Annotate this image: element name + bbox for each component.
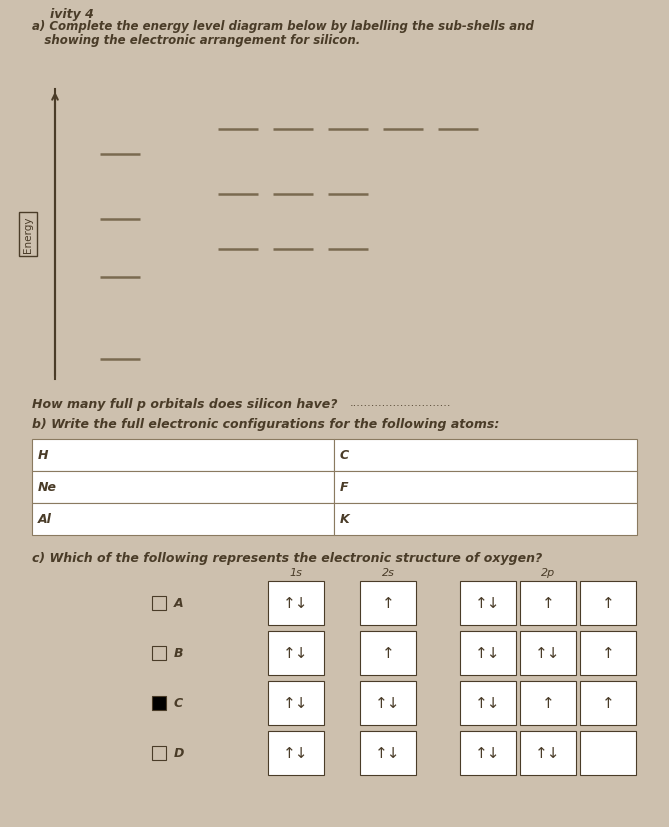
Text: ↑: ↑ [381,646,394,661]
Text: ↑↓: ↑↓ [475,646,501,661]
Bar [520,681,576,725]
Text: c) Which of the following represents the electronic structure of oxygen?: c) Which of the following represents the… [32,552,543,564]
Bar [360,731,416,775]
Text: ↑: ↑ [601,696,614,710]
Text: ↑: ↑ [542,696,555,710]
Bar [520,581,576,625]
Text: ↑: ↑ [601,646,614,661]
Text: ............................: ............................ [350,398,452,408]
Text: ↑↓: ↑↓ [475,746,501,761]
Text: ↑: ↑ [542,595,555,611]
Text: ivity 4: ivity 4 [50,8,94,21]
Bar [580,731,636,775]
Bar [360,581,416,625]
Bar [360,681,416,725]
Bar [580,581,636,625]
Text: F: F [340,481,349,494]
Text: 2s: 2s [381,567,395,577]
Bar [460,731,516,775]
Text: 2p: 2p [541,567,555,577]
Text: ↑↓: ↑↓ [375,696,401,710]
Bar [268,581,324,625]
Bar [152,596,166,610]
Text: ↑: ↑ [601,595,614,611]
Text: a) Complete the energy level diagram below by labelling the sub-shells and: a) Complete the energy level diagram bel… [32,20,534,33]
Text: ↑↓: ↑↓ [475,696,501,710]
Bar [460,681,516,725]
Bar [334,504,637,535]
Text: How many full p orbitals does silicon have?: How many full p orbitals does silicon ha… [32,398,337,410]
Text: Energy: Energy [23,217,33,253]
Bar [460,631,516,675]
Text: ↑↓: ↑↓ [283,595,309,611]
Text: D: D [174,747,185,759]
Bar [580,681,636,725]
Bar [32,471,334,504]
Bar [32,504,334,535]
Text: C: C [174,696,183,710]
Text: Al: Al [38,513,52,526]
Bar [360,631,416,675]
Bar [580,631,636,675]
Bar [520,731,576,775]
Bar [152,696,166,710]
Text: ↑↓: ↑↓ [283,646,309,661]
Bar [268,631,324,675]
Bar [334,471,637,504]
Text: ↑: ↑ [381,595,394,611]
Text: ↑↓: ↑↓ [475,595,501,611]
Bar [152,746,166,760]
Text: Ne: Ne [38,481,57,494]
Bar [32,439,334,471]
Bar [152,646,166,660]
Text: ↑↓: ↑↓ [535,646,561,661]
Text: ↑↓: ↑↓ [535,746,561,761]
Text: B: B [174,647,183,660]
Text: C: C [340,449,349,462]
Text: ↑↓: ↑↓ [283,696,309,710]
Bar [268,681,324,725]
Text: ↑↓: ↑↓ [375,746,401,761]
Text: K: K [340,513,350,526]
Text: H: H [38,449,48,462]
Bar [520,631,576,675]
Bar [268,731,324,775]
Text: ↑↓: ↑↓ [283,746,309,761]
Bar [460,581,516,625]
Text: showing the electronic arrangement for silicon.: showing the electronic arrangement for s… [32,34,360,47]
Text: b) Write the full electronic configurations for the following atoms:: b) Write the full electronic configurati… [32,418,499,431]
Text: A: A [174,597,183,609]
Text: 1s: 1s [290,567,302,577]
Bar [334,439,637,471]
